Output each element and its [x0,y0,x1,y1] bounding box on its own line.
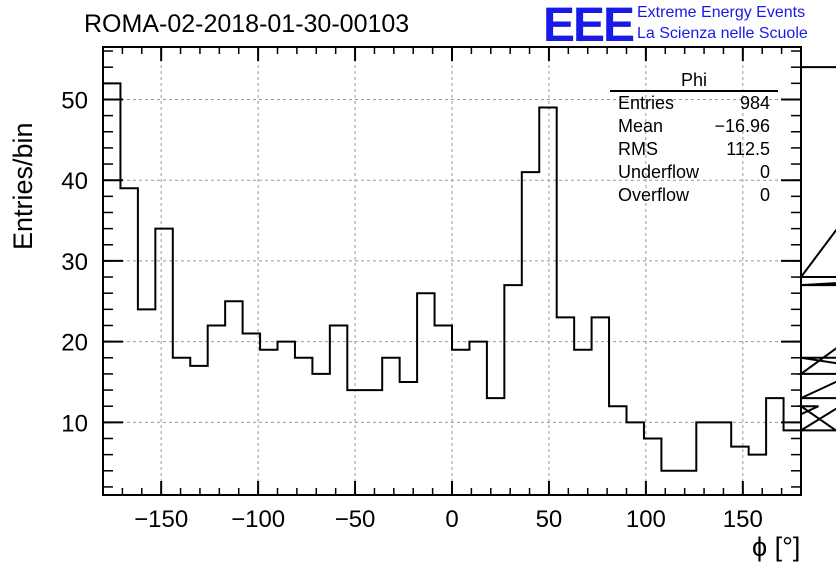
y-tick-label: 50 [61,87,88,114]
x-tick-label: −50 [335,506,376,533]
stats-value: 0 [759,185,770,205]
stats-label: Entries [618,93,675,113]
logo-line-1: Extreme Energy Events [637,4,806,21]
stats-value: −16.96 [714,116,770,136]
histogram-line [103,66,836,472]
logo-line-2: La Scienza nelle Scuole [637,25,808,42]
chart-title: ROMA-02-2018-01-30-00103 [84,10,410,38]
stats-divider [610,90,778,92]
stats-label: Mean [618,116,664,136]
tick-labels: −150 −100 −50 0 50 100 150 10 20 30 40 50 [61,87,763,533]
y-tick-label: 40 [61,168,88,195]
eee-logo-mark: EEE [543,0,635,52]
plot-frame [102,46,802,496]
stats-box: Phi Entries 984 Mean −16.96 RMS 112.5 Un… [610,70,778,207]
x-tick-label: 100 [626,506,666,533]
x-tick-label: 150 [723,506,763,533]
y-tick-label: 10 [61,410,88,437]
stats-value: 984 [739,93,770,113]
stats-title: Phi [680,70,707,90]
stats-row-entries: Entries 984 [610,92,778,115]
y-tick-label: 20 [61,330,88,357]
stats-row-rms: RMS 112.5 [610,138,778,161]
stats-value: 112.5 [726,139,770,159]
y-axis-label: Entries/bin [8,122,38,250]
x-tick-label: 0 [445,506,458,533]
y-tick-label: 30 [61,249,88,276]
x-axis-label: ϕ [°] [752,532,801,562]
x-tick-label: −100 [231,506,285,533]
stats-label: RMS [618,139,658,159]
stats-row-mean: Mean −16.96 [610,115,778,138]
x-tick-label: −150 [134,506,188,533]
grid-lines [103,47,801,495]
stats-label: Underflow [618,162,700,182]
stats-row-underflow: Underflow 0 [610,161,778,184]
stats-label: Overflow [618,185,690,205]
stats-value: 0 [759,162,770,182]
stats-row-overflow: Overflow 0 [610,184,778,207]
x-tick-label: 50 [536,506,563,533]
